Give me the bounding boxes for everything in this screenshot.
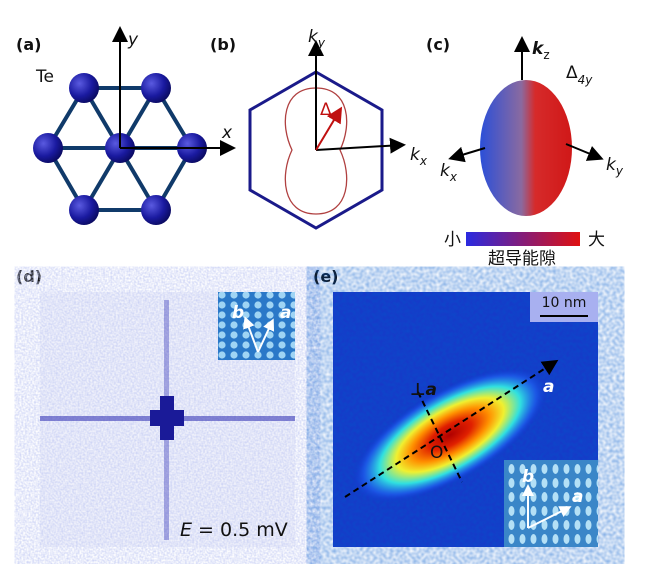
panel-label: (a)	[16, 35, 41, 54]
kx-sub: x	[449, 170, 458, 184]
ky-sub: y	[317, 36, 326, 50]
gap-ellipsoid	[480, 80, 572, 216]
atom-label: Te	[35, 67, 54, 87]
perp-axis-label: a	[426, 380, 437, 400]
kx-sub: x	[419, 154, 428, 168]
kx-base: k	[440, 161, 451, 181]
inset-a: a	[280, 303, 291, 323]
colorbar-title: 超导能隙	[488, 249, 556, 269]
ky-base: k	[308, 27, 319, 47]
gap-label: Δ	[320, 100, 332, 120]
panel-a: (a) Te y x	[16, 26, 236, 225]
kx-axis	[315, 137, 406, 154]
x-label: x	[221, 123, 233, 143]
inset-arrow	[527, 506, 572, 529]
kx-base: k	[410, 145, 421, 165]
fft-peak	[160, 396, 174, 440]
kx-label: kx	[440, 161, 458, 184]
gap-arrow	[315, 106, 343, 151]
y-label: y	[127, 30, 139, 50]
inset-image	[504, 460, 598, 547]
panel-label: (d)	[16, 267, 42, 286]
atoms	[33, 73, 207, 225]
gap-contour	[284, 87, 348, 215]
kx-label: kx	[410, 145, 428, 168]
perp-axis	[417, 391, 463, 483]
energy-label: E = 0.5 mV	[180, 519, 288, 541]
ky-label: ky	[606, 155, 624, 178]
brillouin-zone	[248, 70, 384, 230]
a-axis	[344, 359, 559, 498]
inset-arrow	[257, 318, 275, 353]
inset-b: b	[522, 467, 534, 487]
panel-label: (b)	[210, 35, 236, 54]
kz-sub: z	[543, 48, 549, 62]
ky-base: k	[606, 155, 617, 175]
kz-base: k	[532, 39, 545, 59]
inset-a: a	[572, 487, 583, 507]
perp-label: ⊥a	[410, 380, 437, 400]
panel-c: (c) kz Δ4y kx ky 小 大 超导能隙	[426, 35, 624, 269]
scale-bar-label: 10 nm	[542, 295, 587, 311]
perp-symbol: ⊥	[410, 380, 426, 400]
gap-sub: 4y	[578, 73, 594, 87]
colorbar-max: 大	[588, 230, 605, 250]
map-blob	[352, 367, 548, 503]
panel-b: (b) ky kx Δ	[210, 27, 428, 230]
colorbar-min: 小	[444, 230, 461, 250]
ky-axis	[565, 143, 604, 161]
inset-arrow	[243, 316, 259, 353]
panel-e: (e) 10 nm ⊥a a O b a	[313, 267, 598, 547]
kz-label: kz	[532, 39, 550, 62]
kx-axis	[448, 146, 486, 163]
colorbar	[466, 232, 580, 246]
panel-d: (d) b a E = 0.5 mV	[16, 267, 295, 547]
ky-label: ky	[308, 27, 326, 50]
gap-label: Δ4y	[566, 63, 593, 87]
panel-label: (e)	[313, 267, 338, 286]
axis-label: a	[543, 377, 554, 397]
ky-sub: y	[615, 164, 624, 178]
panel-label: (c)	[426, 35, 450, 54]
inset-b: b	[232, 303, 244, 323]
gap-base: Δ	[566, 63, 578, 83]
energy-var: E	[180, 519, 192, 541]
energy-value: = 0.5 mV	[192, 519, 288, 541]
origin-label: O	[430, 443, 443, 463]
